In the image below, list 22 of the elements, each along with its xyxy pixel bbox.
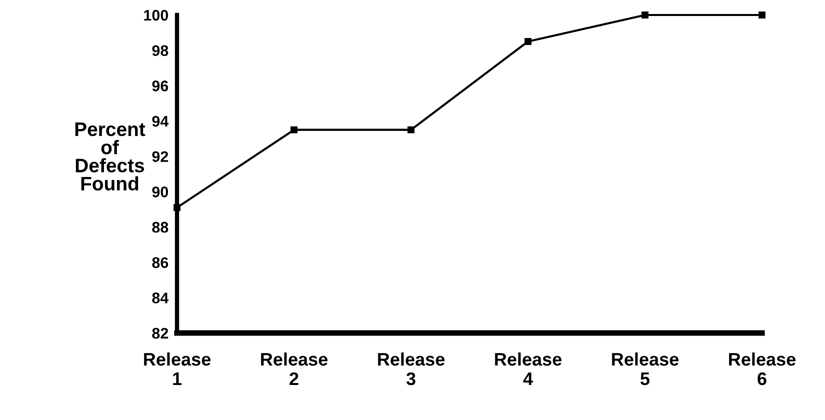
y-tick-label: 92 (152, 151, 168, 162)
point (524, 38, 532, 45)
point (642, 12, 648, 18)
x-tick-label: Release 6 (729, 352, 796, 386)
y-tick-label: 100 (144, 10, 168, 21)
y-tick-label: 88 (152, 222, 168, 233)
point (408, 126, 414, 134)
x-tick-label: Release 3 (378, 352, 445, 386)
y-tick-label: 90 (152, 186, 168, 198)
point (290, 126, 298, 134)
x-tick-label: Release 2 (261, 352, 328, 385)
x-tick-label: Release 1 (144, 352, 211, 385)
point (758, 12, 766, 18)
y-tick-label: 98 (152, 45, 168, 56)
y-tick-label: 96 (152, 80, 168, 92)
x-tick-label: Release 4 (495, 352, 562, 385)
x-tick-label: Release 5 (612, 352, 679, 386)
y-tick-label: 82 (152, 328, 168, 339)
y-tick-label: 84 (152, 292, 169, 304)
y-tick-label: 94 (152, 116, 169, 127)
y-tick-label: 86 (152, 257, 168, 268)
y-axis-title: Percent of Defects Found (75, 122, 146, 191)
